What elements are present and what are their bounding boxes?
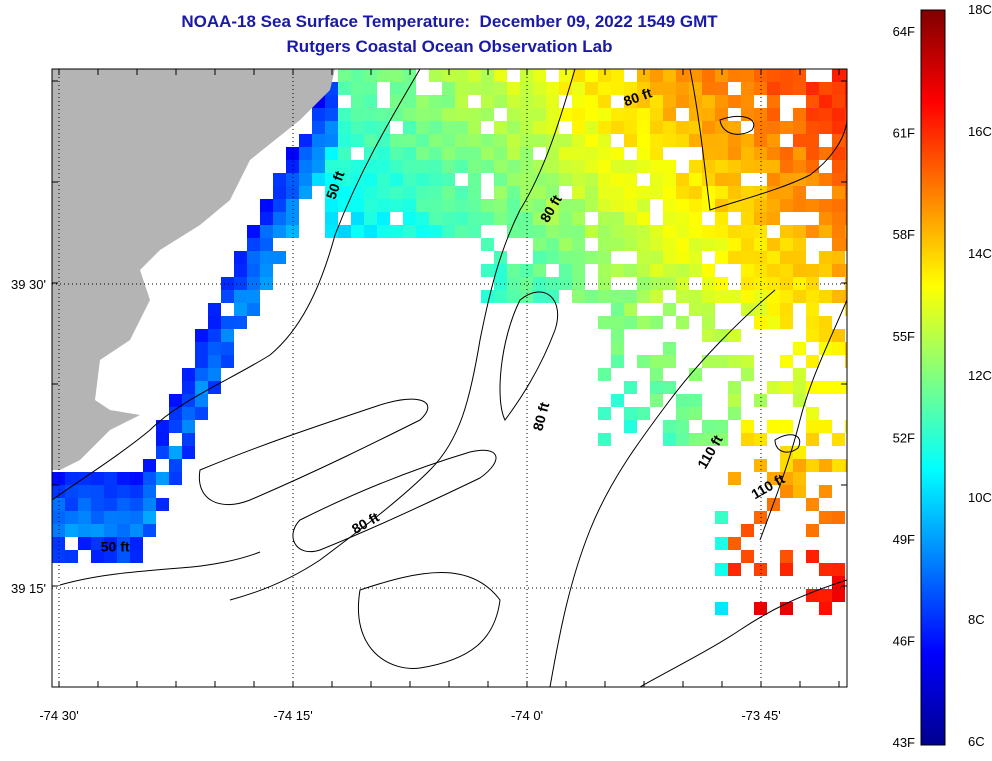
fahrenheit-label: 49F xyxy=(893,532,915,547)
contour-50ft xyxy=(52,69,421,501)
sst-pixel-layer xyxy=(52,69,847,615)
contour-80ft-shoal-4 xyxy=(499,291,559,421)
contour-110ft xyxy=(549,289,776,687)
celsius-label: 18C xyxy=(968,2,992,17)
latitude-tick-label: 39 30' xyxy=(11,277,46,292)
contour-80ft-shoal-2 xyxy=(292,449,497,553)
fahrenheit-label: 52F xyxy=(893,430,915,445)
celsius-label: 16C xyxy=(968,124,992,139)
contour-80ft-shoal-3 xyxy=(358,572,501,669)
land-mass xyxy=(52,69,335,470)
fahrenheit-label: 55F xyxy=(893,329,915,344)
celsius-label: 12C xyxy=(968,368,992,383)
contour-110ft-east xyxy=(759,299,847,541)
colorbar-ticks: 18C 16C 14C 12C 10C 8C 6C 64F 61F 58F 55F 52F 49F 46F… xyxy=(893,2,992,750)
celsius-label: 10C xyxy=(968,490,992,505)
longitude-tick-label: -74 15' xyxy=(273,708,312,723)
contour-80ft-east xyxy=(689,69,847,211)
contour-80ft xyxy=(229,69,576,601)
fahrenheit-label: 46F xyxy=(893,634,915,649)
graticule xyxy=(52,69,847,688)
longitude-tick-label: -74 30' xyxy=(39,708,78,723)
contour-50ft-south xyxy=(59,551,261,586)
map-subtitle: Rutgers Coastal Ocean Observation Lab xyxy=(286,37,613,56)
contour-island-1 xyxy=(719,115,755,135)
contour-depth-label: 80 ft xyxy=(529,400,552,432)
map-title: NOAA-18 Sea Surface Temperature: Decembe… xyxy=(181,12,718,31)
contour-80ft-shoal-1 xyxy=(198,398,429,505)
colorbar-gradient xyxy=(920,9,946,746)
celsius-label: 8C xyxy=(968,612,985,627)
contour-island-2 xyxy=(774,434,801,453)
fahrenheit-label: 58F xyxy=(893,227,915,242)
fahrenheit-label: 64F xyxy=(893,24,915,39)
latitude-tick-label: 39 15' xyxy=(11,581,46,596)
longitude-tick-label: -74 0' xyxy=(511,708,543,723)
longitude-tick-label: -73 45' xyxy=(741,708,780,723)
fahrenheit-label: 61F xyxy=(893,126,915,141)
axis-labels: -74 30' -74 15' -74 0' -73 45' 39 30' 39 15' xyxy=(11,277,781,723)
bathymetry-contours xyxy=(52,69,847,687)
contour-depth-label: 50 ft xyxy=(101,539,130,555)
contour-deep xyxy=(639,579,847,687)
fahrenheit-label: 43F xyxy=(893,735,915,750)
celsius-label: 14C xyxy=(968,246,992,261)
celsius-label: 6C xyxy=(968,734,985,749)
